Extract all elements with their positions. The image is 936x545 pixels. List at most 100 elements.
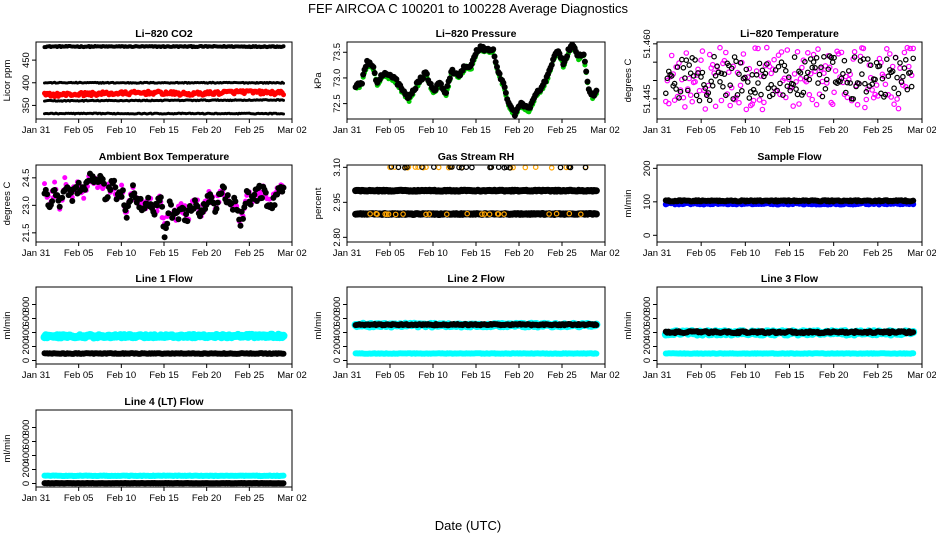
y-tick-label: 0 bbox=[21, 358, 32, 363]
data-point bbox=[82, 187, 88, 193]
panel-title: Li−820 Temperature bbox=[740, 28, 839, 40]
data-point bbox=[42, 181, 47, 186]
x-tick-label: Feb 25 bbox=[235, 125, 265, 136]
panel-data bbox=[664, 45, 916, 111]
x-tick-label: Feb 10 bbox=[107, 125, 137, 136]
x-tick-label: Feb 15 bbox=[149, 125, 179, 136]
data-point bbox=[806, 51, 810, 55]
x-tick-label: Feb 20 bbox=[504, 370, 534, 381]
data-point bbox=[259, 195, 265, 201]
series-line4-black bbox=[42, 480, 287, 486]
data-point bbox=[898, 61, 902, 65]
x-tick-label: Feb 20 bbox=[819, 248, 849, 259]
y-axis-label: ml/min bbox=[623, 312, 634, 340]
data-point bbox=[797, 102, 801, 106]
data-point bbox=[581, 52, 587, 58]
data-point bbox=[719, 98, 723, 102]
data-point bbox=[896, 91, 900, 95]
data-point bbox=[158, 194, 164, 200]
x-tick-label: Feb 25 bbox=[863, 125, 893, 136]
data-point bbox=[757, 98, 761, 102]
series-box-black bbox=[42, 171, 287, 241]
x-tick-label: Mar 02 bbox=[277, 248, 307, 259]
x-tick-label: Jan 31 bbox=[333, 370, 362, 381]
data-point bbox=[101, 181, 107, 187]
data-point bbox=[534, 165, 538, 169]
panel-title: Sample Flow bbox=[757, 151, 822, 163]
data-point bbox=[832, 56, 836, 60]
data-point bbox=[593, 88, 599, 94]
y-tick-label: 24.5 bbox=[21, 169, 32, 188]
data-point bbox=[864, 97, 868, 101]
data-point bbox=[119, 194, 125, 200]
data-point bbox=[583, 69, 589, 75]
x-tick-label: Feb 10 bbox=[107, 248, 137, 259]
data-point bbox=[907, 64, 911, 68]
y-tick-label: 51.460 bbox=[642, 29, 653, 58]
data-point bbox=[59, 195, 65, 201]
y-axis-label: ml/min bbox=[623, 190, 634, 218]
data-point bbox=[910, 350, 916, 356]
data-point bbox=[263, 190, 269, 196]
y-tick-label: 800 bbox=[642, 297, 653, 313]
x-tick-label: Feb 05 bbox=[64, 248, 94, 259]
x-tick-label: Feb 25 bbox=[547, 370, 577, 381]
data-point bbox=[756, 46, 760, 50]
data-point bbox=[902, 50, 906, 54]
data-point bbox=[437, 165, 441, 169]
data-point bbox=[152, 212, 158, 218]
data-point bbox=[219, 190, 225, 196]
data-point bbox=[232, 198, 238, 204]
data-point bbox=[162, 234, 168, 240]
panel-data bbox=[353, 42, 600, 119]
series-line2-cyan-low bbox=[353, 350, 600, 357]
data-point bbox=[765, 45, 769, 49]
data-point bbox=[57, 204, 63, 210]
data-point bbox=[681, 66, 685, 70]
x-tick-label: Feb 20 bbox=[504, 125, 534, 136]
y-axis-label: degrees C bbox=[623, 58, 634, 102]
data-point bbox=[833, 69, 837, 73]
data-point bbox=[699, 75, 703, 79]
y-tick-label: 0 bbox=[642, 358, 653, 363]
y-tick-label: 100 bbox=[642, 194, 653, 210]
y-tick-label: 450 bbox=[21, 52, 32, 68]
y-tick-label: 51.445 bbox=[642, 84, 653, 113]
data-point bbox=[164, 221, 170, 227]
data-point bbox=[794, 87, 798, 91]
data-point bbox=[792, 72, 796, 76]
x-tick-label: Feb 25 bbox=[863, 248, 893, 259]
data-point bbox=[718, 46, 722, 50]
data-point bbox=[684, 51, 688, 55]
data-point bbox=[44, 191, 50, 197]
data-point bbox=[372, 70, 378, 76]
series-line4-cyan bbox=[42, 473, 287, 480]
data-point bbox=[820, 79, 824, 83]
data-point bbox=[885, 57, 889, 61]
data-point bbox=[214, 206, 220, 212]
y-tick-label: 21.5 bbox=[21, 224, 32, 243]
data-point bbox=[740, 89, 744, 93]
x-tick-label: Feb 20 bbox=[819, 125, 849, 136]
data-point bbox=[863, 82, 867, 86]
data-point bbox=[791, 104, 795, 108]
figure-title: FEF AIRCOA C 100201 to 100228 Average Di… bbox=[308, 1, 628, 16]
data-point bbox=[184, 218, 190, 224]
data-point bbox=[728, 103, 732, 107]
x-tick-label: Feb 10 bbox=[107, 370, 137, 381]
data-point bbox=[904, 58, 908, 62]
y-axis-label: kPa bbox=[313, 72, 324, 89]
x-tick-label: Jan 31 bbox=[643, 370, 672, 381]
x-tick-label: Feb 10 bbox=[731, 125, 761, 136]
y-tick-label: 800 bbox=[332, 297, 343, 313]
data-point bbox=[911, 56, 915, 60]
data-point bbox=[784, 69, 788, 73]
panel-title: Gas Stream RH bbox=[438, 151, 514, 163]
y-tick-label: 200 bbox=[642, 160, 653, 176]
panel-data bbox=[352, 320, 601, 357]
